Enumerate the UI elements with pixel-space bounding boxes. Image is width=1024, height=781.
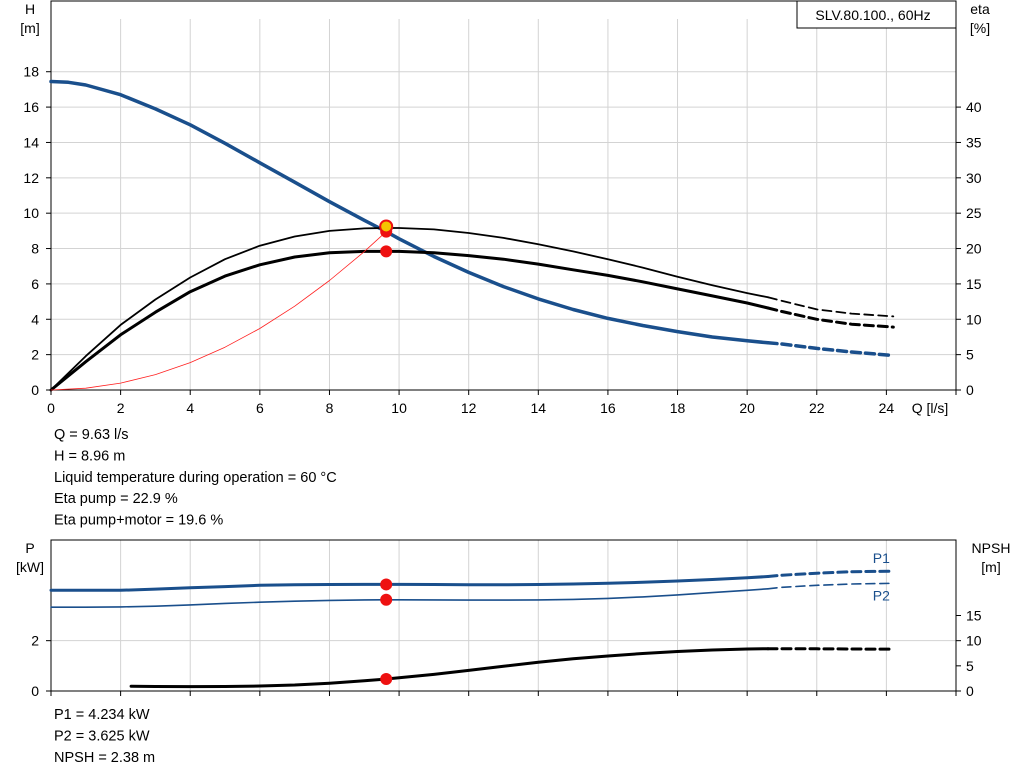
y-axis-label-right: [m]: [981, 559, 1000, 575]
y-tick-label-left: 2: [31, 347, 39, 363]
x-tick-label: 10: [391, 400, 407, 416]
x-tick-label: 0: [47, 400, 55, 416]
y-tick-label-right: 15: [966, 608, 982, 624]
info-line-top: Liquid temperature during operation = 60…: [54, 470, 337, 486]
curve-series-1: [50, 227, 769, 391]
x-tick-label: 22: [809, 400, 825, 416]
y-tick-label-left: 4: [31, 311, 39, 327]
y-tick-label-right: 5: [966, 347, 974, 363]
curve-series-0: [49, 575, 770, 592]
curve-series-3: [50, 231, 387, 391]
operating-point-marker: [380, 245, 393, 258]
x-tick-label: 6: [256, 400, 264, 416]
curve-series-0: [49, 79, 770, 345]
y-axis-label-left: [kW]: [16, 559, 44, 575]
chart-title: SLV.80.100., 60Hz: [815, 7, 930, 23]
y-tick-label-left: 12: [23, 170, 39, 186]
x-tick-label: 2: [117, 400, 125, 416]
x-tick-label: 4: [186, 400, 194, 416]
curve-series-1-extrapolated: [767, 296, 895, 318]
x-tick-label: 24: [879, 400, 895, 416]
x-tick-label: 14: [531, 400, 547, 416]
curve-series-2: [129, 647, 770, 689]
title-box: [796, 0, 957, 29]
curve-series-2-extrapolated: [766, 647, 895, 651]
operating-point-marker: [380, 578, 393, 591]
info-line-bottom: P1 = 4.234 kW: [54, 707, 150, 723]
curve-series-2: [49, 249, 770, 392]
y-tick-label-right: 25: [966, 205, 982, 221]
y-tick-label-right: 5: [966, 658, 974, 674]
y-tick-label-right: 10: [966, 311, 982, 327]
curve-series-0-extrapolated: [766, 569, 895, 578]
y-tick-label-left: 16: [23, 99, 39, 115]
operating-point-info: Q = 9.63 l/s H = 8.96 m Liquid temperature…: [54, 427, 337, 766]
plot-frame: [50, 539, 957, 692]
legend-label-p2: P2: [873, 587, 890, 603]
y-tick-label-right: 0: [966, 382, 974, 398]
plot-frame: [50, 0, 957, 391]
info-line-top: Q = 9.63 l/s: [54, 427, 129, 443]
x-tick-label: 20: [739, 400, 755, 416]
curve-series-1-extrapolated: [767, 582, 895, 590]
power-npsh-chart: 0 2 0 5 10 15 P [kW] NPSH [m] P1 P2: [16, 539, 1011, 699]
x-tick-label: 12: [461, 400, 477, 416]
operating-point-marker: [379, 219, 394, 234]
y-tick-label-right: 15: [966, 276, 982, 292]
operating-point-marker: [380, 593, 393, 606]
curve-series-0-extrapolated: [766, 341, 896, 358]
y-tick-label-right: 0: [966, 683, 974, 699]
curve-series-2-extrapolated: [766, 306, 895, 329]
info-line-bottom: P2 = 3.625 kW: [54, 728, 150, 744]
y-axis-label-left: P: [25, 540, 34, 556]
y-axis-label-left: H: [25, 1, 35, 17]
legend-label-p1: P1: [873, 550, 890, 566]
y-tick-label-left: 8: [31, 241, 39, 257]
y-tick-label-left: 0: [31, 382, 39, 398]
info-line-top: Eta pump+motor = 19.6 %: [54, 513, 223, 529]
x-tick-label: 8: [326, 400, 334, 416]
info-line-top: Eta pump = 22.9 %: [54, 491, 178, 507]
y-axis-label-right: [%]: [970, 20, 990, 36]
y-axis-label-left: [m]: [20, 20, 39, 36]
x-axis-label: Q [l/s]: [912, 400, 949, 416]
y-axis-label-right: NPSH: [972, 540, 1011, 556]
operating-point-marker: [380, 673, 393, 686]
x-tick-label: 18: [670, 400, 686, 416]
y-tick-label-left: 14: [23, 134, 39, 150]
info-line-bottom: NPSH = 2.38 m: [54, 750, 155, 766]
y-tick-label-right: 10: [966, 633, 982, 649]
curve-series-1: [50, 588, 769, 608]
y-tick-label-left: 18: [23, 64, 39, 80]
y-tick-label-right: 30: [966, 170, 982, 186]
y-tick-label-left: 6: [31, 276, 39, 292]
head-efficiency-chart: 0 2 4 6 8 10 12 14 16 18 20 22 24 Q [l/s]024681012141…: [20, 0, 990, 416]
y-tick-label-right: 40: [966, 99, 982, 115]
y-tick-label-left: 10: [23, 205, 39, 221]
y-tick-label-left: 0: [31, 683, 39, 699]
y-axis-label-right: eta: [970, 1, 990, 17]
y-tick-label-right: 35: [966, 134, 982, 150]
x-tick-label: 16: [600, 400, 616, 416]
info-line-top: H = 8.96 m: [54, 448, 125, 464]
y-tick-label-left: 2: [31, 633, 39, 649]
y-tick-label-right: 20: [966, 241, 982, 257]
